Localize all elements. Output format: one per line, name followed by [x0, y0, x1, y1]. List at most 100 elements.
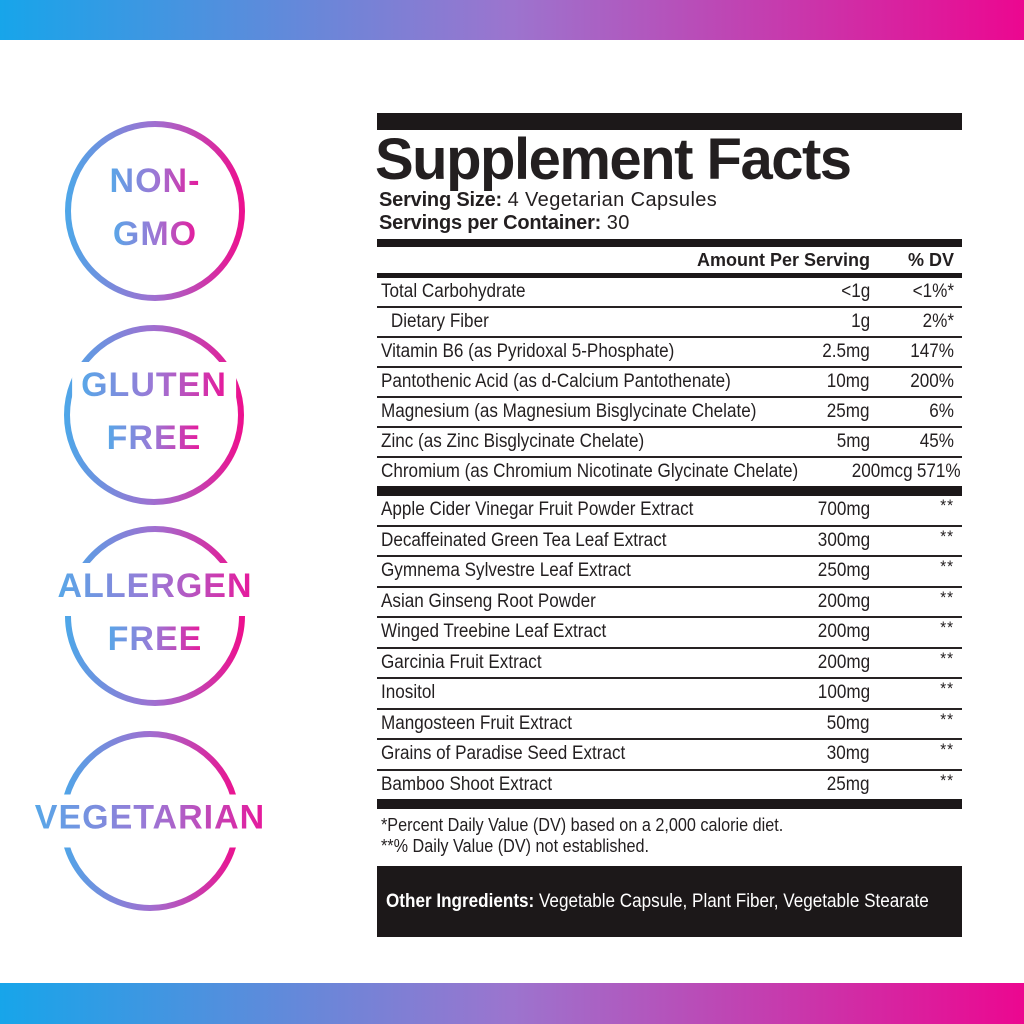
nutrient-name: Pantothenic Acid (as d-Calcium Pantothen… [381, 371, 731, 392]
nutrient-name: Magnesium (as Magnesium Bisglycinate Che… [381, 401, 757, 422]
nutrient-amount: 50mg [827, 712, 870, 734]
table-row: Decaffeinated Green Tea Leaf Extract 300m… [377, 526, 962, 557]
nutrient-name: Apple Cider Vinegar Fruit Powder Extract [381, 499, 694, 521]
table-row: Asian Ginseng Root Powder 200mg ** [377, 587, 962, 618]
nutrient-dv: 6% [929, 401, 954, 422]
table-row: Apple Cider Vinegar Fruit Powder Extract… [377, 496, 962, 527]
nutrient-name: Chromium (as Chromium Nicotinate Glycina… [381, 461, 799, 482]
nutrient-name: Inositol [381, 682, 436, 704]
nutrient-name: Zinc (as Zinc Bisglycinate Chelate) [381, 431, 645, 452]
table-row: Gymnema Sylvestre Leaf Extract 250mg ** [377, 557, 962, 588]
blend-table: Apple Cider Vinegar Fruit Powder Extract… [377, 496, 962, 799]
table-row: Inositol 100mg ** [377, 679, 962, 710]
badge-label: ALLERGEN FREE [48, 563, 262, 669]
nutrient-dv: ** [940, 679, 954, 699]
footnote: **% Daily Value (DV) not established. [381, 836, 650, 856]
nutrient-dv: ** [940, 526, 954, 546]
nutrient-amount: <1g [840, 281, 870, 302]
serving-size: Serving Size: 4 Vegetarian Capsules [377, 189, 962, 212]
servings-per-container-label: Servings per Container: [379, 211, 602, 234]
certification-badge-vegetarian: VEGETARIAN [25, 711, 275, 931]
nutrient-amount: 1g [850, 311, 870, 332]
nutrient-name: Bamboo Shoot Extract [381, 773, 553, 795]
nutrient-name: Garcinia Fruit Extract [381, 651, 542, 673]
nutrient-amount: 200mcg [851, 461, 913, 482]
nutrient-dv: ** [940, 740, 954, 760]
badge-circle-icon [65, 526, 245, 706]
dv-column-header: % DV [907, 249, 954, 270]
badge-label: VEGETARIAN [25, 794, 275, 848]
nutrient-amount: 5mg [836, 431, 870, 452]
supplement-panel: Supplement Facts Serving Size: 4 Vegetar… [375, 113, 962, 937]
thick-rule [377, 239, 962, 247]
table-row: Vitamin B6 (as Pyridoxal 5-Phosphate) 2.5… [377, 338, 962, 368]
servings-per-container: Servings per Container: 30 [377, 212, 962, 235]
certification-badge-non-gmo: NON- GMO [45, 101, 265, 321]
badge-label: GLUTEN FREE [72, 362, 236, 468]
nutrient-amount: 200mg [817, 651, 870, 673]
amount-column-header: Amount Per Serving [696, 249, 870, 270]
table-row: Winged Treebine Leaf Extract 200mg ** [377, 618, 962, 649]
other-ingredients-value: Vegetable Capsule, Plant Fiber, Vegetabl… [538, 890, 929, 912]
panel-top-bar [377, 113, 962, 130]
nutrient-amount: 250mg [817, 560, 870, 582]
nutrient-dv: ** [940, 618, 954, 638]
table-row: Dietary Fiber 1g 2%* [377, 308, 962, 338]
certification-badge-gluten-free: GLUTEN FREE [44, 305, 264, 525]
nutrient-dv: 571% [917, 461, 961, 482]
table-row: Pantothenic Acid (as d-Calcium Pantothen… [377, 368, 962, 398]
column-headers: Amount Per Serving % DV [377, 247, 962, 273]
certification-badge-allergen-free: ALLERGEN FREE [45, 506, 265, 726]
badge-label: NON- GMO [100, 158, 210, 264]
servings-per-container-value: 30 [606, 211, 630, 234]
table-row: Mangosteen Fruit Extract 50mg ** [377, 710, 962, 740]
nutrient-name: Gymnema Sylvestre Leaf Extract [381, 560, 631, 582]
nutrient-amount: 300mg [817, 529, 870, 551]
nutrient-dv: 147% [910, 341, 954, 362]
nutrient-amount: 25mg [827, 773, 870, 795]
serving-size-value: 4 Vegetarian Capsules [507, 189, 718, 211]
nutrient-dv: ** [940, 587, 954, 607]
badge-rail: NON- GMO GLUTEN FREE ALLERGEN FREE VEGETARIAN [0, 0, 330, 1024]
nutrient-amount: 200mg [817, 590, 870, 612]
nutrient-name: Vitamin B6 (as Pyridoxal 5-Phosphate) [381, 341, 675, 362]
thick-rule [377, 799, 962, 809]
top-gradient-bar [0, 0, 1024, 40]
badge-circle-icon [64, 325, 244, 505]
table-row: Grains of Paradise Seed Extract 30mg ** [377, 740, 962, 771]
nutrient-dv: ** [940, 557, 954, 577]
nutrient-name: Winged Treebine Leaf Extract [381, 621, 607, 643]
nutrient-amount: 10mg [827, 371, 870, 392]
table-row: Magnesium (as Magnesium Bisglycinate Che… [377, 398, 962, 428]
footnote: *Percent Daily Value (DV) based on a 2,0… [381, 815, 784, 835]
nutrient-name: Grains of Paradise Seed Extract [381, 743, 626, 765]
medium-rule [377, 273, 962, 278]
nutrient-amount: 700mg [817, 499, 870, 521]
panel-title: Supplement Facts [375, 127, 852, 192]
other-ingredients-box: Other Ingredients: Vegetable Capsule, Pl… [377, 866, 962, 937]
nutrient-name: Asian Ginseng Root Powder [381, 590, 596, 612]
nutrient-amount: 25mg [827, 401, 870, 422]
bottom-gradient-bar [0, 983, 1024, 1024]
nutrient-dv: 2%* [922, 311, 954, 332]
nutrient-dv: ** [940, 496, 954, 516]
nutrient-name: Total Carbohydrate [381, 281, 526, 302]
table-row: Zinc (as Zinc Bisglycinate Chelate) 5mg 45… [377, 428, 962, 458]
footnotes: *Percent Daily Value (DV) based on a 2,0… [377, 815, 962, 857]
nutrient-amount: 100mg [817, 682, 870, 704]
nutrient-dv: <1%* [912, 281, 954, 302]
table-row: Garcinia Fruit Extract 200mg ** [377, 648, 962, 679]
other-ingredients-label: Other Ingredients: [386, 890, 535, 912]
table-row: Chromium (as Chromium Nicotinate Glycina… [377, 458, 962, 486]
thick-rule [377, 486, 962, 496]
nutrient-dv: ** [940, 770, 954, 790]
table-row: Bamboo Shoot Extract 25mg ** [377, 771, 962, 800]
nutrient-name: Dietary Fiber [390, 311, 489, 332]
nutrient-amount: 30mg [827, 743, 870, 765]
nutrient-dv: 45% [919, 431, 954, 452]
badge-circle-icon [65, 121, 245, 301]
nutrient-dv: 200% [910, 371, 954, 392]
serving-size-label: Serving Size: [379, 189, 502, 211]
nutrient-dv: ** [940, 648, 954, 668]
other-ingredients-line: Other Ingredients: Vegetable Capsule, Pl… [386, 891, 929, 913]
